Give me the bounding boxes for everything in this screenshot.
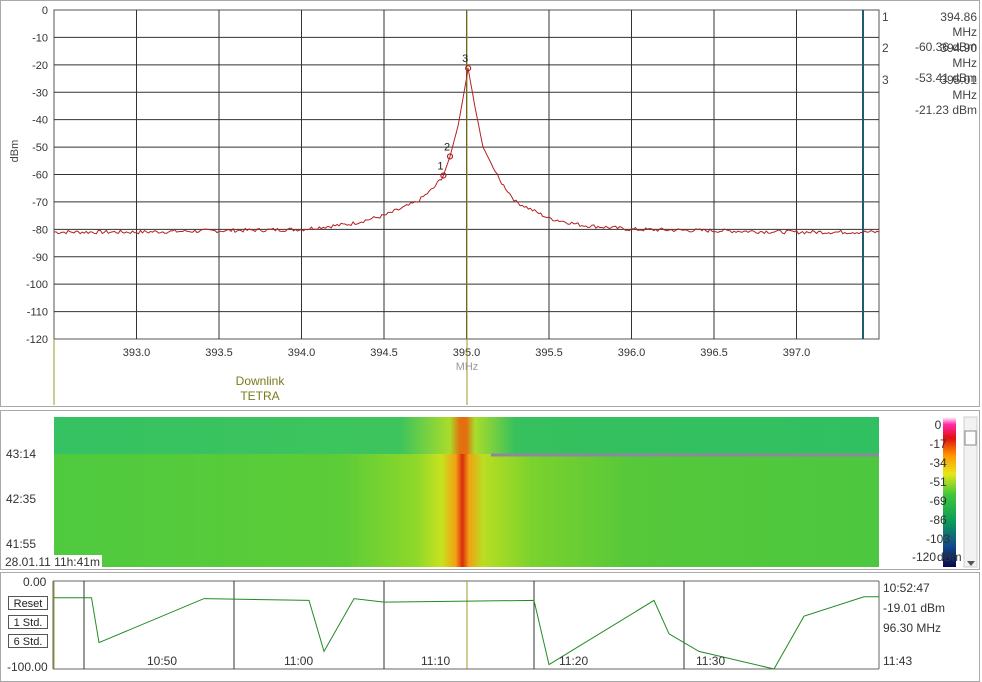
marker-readout-1: 1 [882, 10, 889, 24]
x-tick-label: 396.0 [618, 347, 646, 359]
y-tick-label: -90 [32, 252, 48, 264]
spectrum-trace [53, 68, 880, 235]
marker-freq: 395.01 MHz [940, 73, 977, 102]
spectrum-y-ticks: 0 -10 -20 -30 -40 -50 -60 -70 -80 -90 -100 -110 -120 [26, 5, 48, 346]
x-tick-label: 394.5 [370, 347, 398, 359]
waterfall-timestamp: 28.01.11 11h:41m [3, 555, 102, 569]
one-std-button[interactable]: 1 Std. [8, 615, 48, 629]
y-tick-label: -10 [32, 32, 48, 44]
colorbar-tick: -34 [929, 456, 947, 470]
x-tick-label: 395.5 [535, 347, 563, 359]
history-end-time: 11:43 [883, 654, 913, 668]
history-chart[interactable] [1, 573, 979, 681]
marker-label: 1 [437, 160, 443, 172]
reset-button[interactable]: Reset [8, 596, 48, 610]
band-label-tetra: TETRA [240, 389, 279, 403]
history-time-tick: 11:10 [421, 654, 451, 668]
history-y-max: 0.00 [23, 575, 47, 589]
marker-readout-3: 3 [882, 73, 889, 87]
y-tick-label: -60 [32, 170, 48, 182]
colorbar-scroll-track [963, 416, 978, 568]
history-time-tick: 11:30 [696, 654, 726, 668]
y-tick-label: -120 [26, 334, 48, 346]
marker-point[interactable] [465, 65, 472, 72]
colorbar-tick: -17 [929, 437, 947, 451]
waterfall-time-label: 42:35 [6, 492, 37, 506]
y-axis-label: dBm [9, 140, 21, 163]
x-tick-label: 394.0 [288, 347, 316, 359]
x-tick-label: 397.0 [783, 347, 811, 359]
six-std-button[interactable]: 6 Std. [8, 634, 48, 648]
readout-freq: 96.30 MHz [883, 621, 942, 635]
marker-level: -21.23 dBm [914, 103, 977, 117]
marker-label: 2 [444, 141, 450, 153]
history-time-tick: 10:50 [147, 654, 178, 668]
history-trace [54, 596, 879, 670]
y-tick-label: -40 [32, 115, 48, 127]
marker-freq: 394.86 MHz [940, 10, 977, 39]
y-tick-label: -20 [32, 60, 48, 72]
spectrum-x-ticks: 393.0393.5394.0394.5395.0395.5396.0396.5… [123, 347, 811, 359]
marker-id: 2 [882, 41, 889, 55]
waterfall-time-label: 43:14 [6, 447, 37, 461]
scroll-down-arrow [967, 561, 975, 566]
colorbar-scroll-thumb [964, 430, 977, 446]
readout-time: 10:52:47 [883, 581, 930, 595]
marker-point[interactable] [446, 153, 454, 160]
y-tick-label: -80 [32, 224, 48, 236]
marker-freq: 394.90 MHz [940, 41, 977, 70]
band-label-downlink: Downlink [236, 374, 286, 388]
spectrum-panel: 0 -10 -20 -30 -40 -50 -60 -70 -80 -90 -100 -110 -120… [0, 0, 980, 407]
colorbar-tick: -103 [925, 532, 951, 546]
y-tick-label: -110 [27, 307, 48, 319]
x-axis-label: MHz [456, 361, 479, 373]
waterfall-svg [54, 416, 978, 568]
history-grid [83, 581, 685, 669]
marker-point[interactable] [440, 172, 447, 179]
spectrum-markers: 12 3 [437, 53, 472, 179]
colorbar [943, 417, 956, 567]
waterfall-panel: 43:14 42:35 41:55 28.01.11 11h:41m 0 -17… [0, 410, 980, 570]
y-tick-label: -30 [32, 87, 48, 99]
history-time-tick: 11:00 [284, 654, 314, 668]
x-tick-label: 393.0 [123, 347, 151, 359]
marker-id: 1 [882, 10, 889, 24]
x-tick-label: 393.5 [205, 347, 233, 359]
x-tick-label: 396.5 [700, 347, 728, 359]
waterfall-top-band [54, 417, 879, 454]
colorbar-tick: -51 [929, 475, 947, 489]
y-tick-label: -50 [32, 142, 48, 154]
colorbar-tick: -86 [929, 513, 947, 527]
marker-label: 3 [462, 53, 468, 65]
marker-readout-2: 2 [882, 41, 889, 55]
marker-level: -60.36 dBm [914, 40, 977, 54]
y-tick-label: -100 [26, 279, 48, 291]
history-panel: 0.00 -100.00 Reset 1 Std. 6 Std. 10:50 1… [0, 572, 980, 682]
colorbar-tick: 0 [934, 418, 942, 432]
colorbar-tick: -120 [911, 550, 937, 564]
marker-level: -53.41 dBm [914, 71, 977, 85]
waterfall-time-label: 41:55 [6, 537, 37, 551]
marker-id: 3 [882, 73, 889, 87]
spectrum-chart[interactable]: 0 -10 -20 -30 -40 -50 -60 -70 -80 -90 -100 -110 -120… [1, 1, 979, 406]
colorbar-tick: -69 [929, 494, 947, 508]
colorbar-unit: dBm [937, 550, 962, 564]
history-y-min: -100.00 [7, 660, 48, 674]
y-tick-label: 0 [42, 5, 48, 17]
y-tick-label: -70 [32, 197, 48, 209]
history-time-tick: 11:20 [559, 654, 589, 668]
readout-level: -19.01 dBm [883, 601, 946, 615]
